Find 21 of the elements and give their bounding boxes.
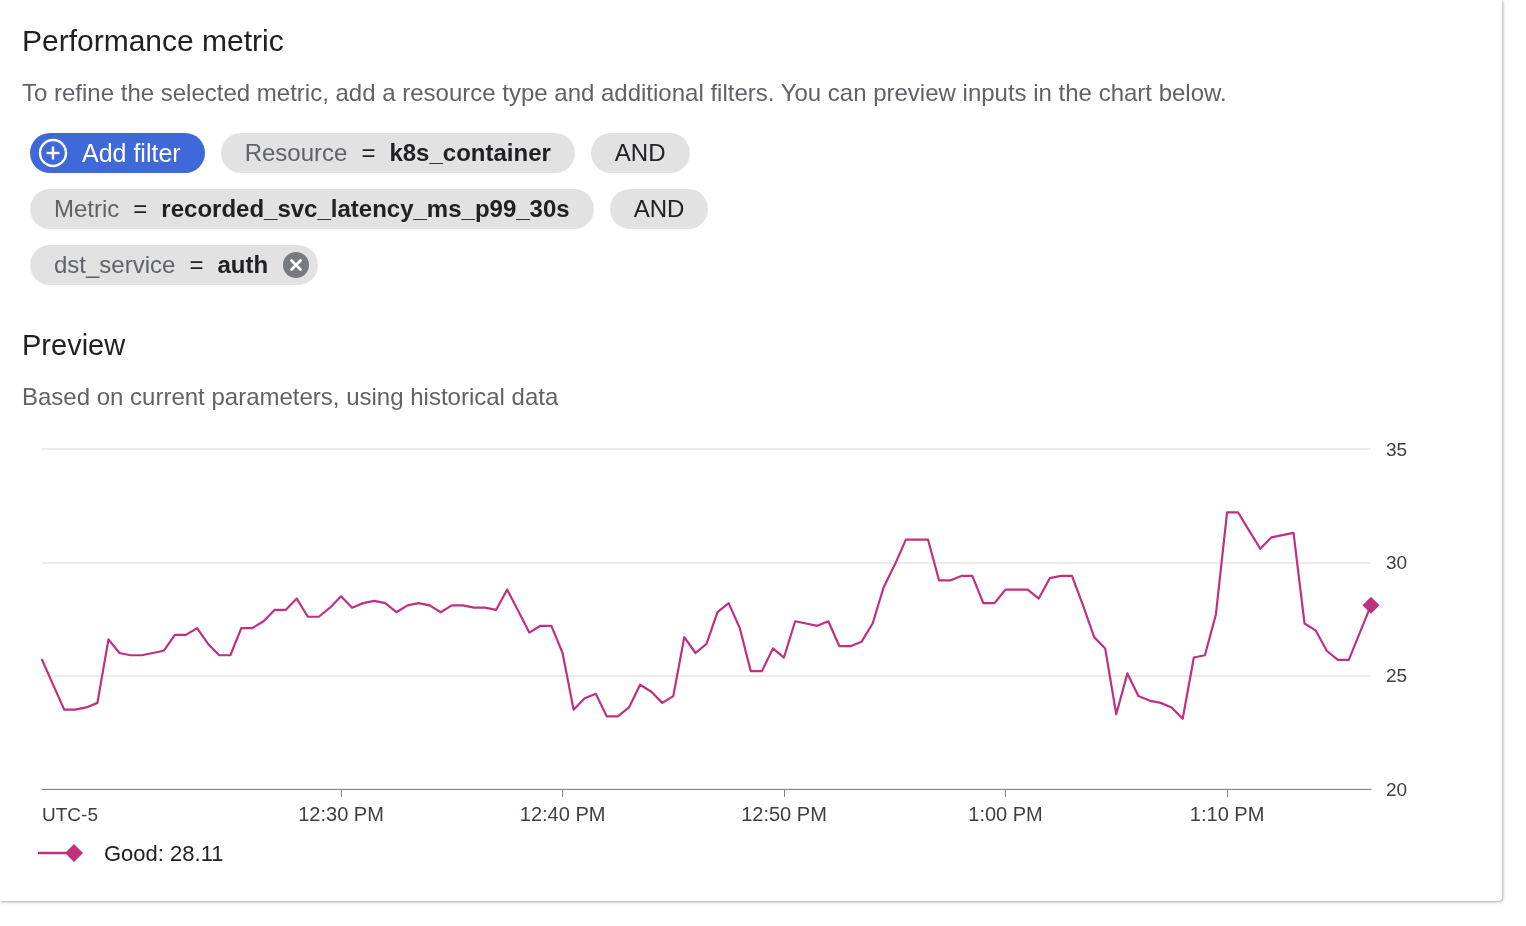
y-tick-label: 20 [1386, 778, 1408, 800]
add-filter-button: Add filter [30, 133, 205, 173]
text: Performance metric [22, 23, 284, 59]
chart-subtitle: Based on current parameters, using historical data [22, 382, 559, 412]
operator-chip: AND [590, 133, 690, 173]
y-tick-label: 30 [1386, 551, 1408, 573]
x-tick-label: 1:10 PM [1189, 803, 1265, 825]
chart-title: Preview [22, 328, 126, 363]
y-tick-label: 25 [1386, 665, 1408, 687]
filter-chip: dst_service = auth [30, 245, 319, 285]
filter-chip: Metric = recorded_svc_latency_ms_p99_30s [30, 189, 594, 229]
y-tick-label: 35 [1386, 438, 1408, 460]
x-tick-label: 12:30 PM [298, 803, 384, 825]
x-axis-title: UTC-5 [42, 804, 98, 825]
x-tick-label: 12:40 PM [519, 803, 606, 825]
filter-chip: Resource = k8s_container [220, 133, 575, 173]
operator-chip: AND [609, 189, 709, 229]
x-tick-label: 1:00 PM [968, 803, 1043, 825]
text: To refine the selected metric, add a resource type and additional filters. You can preview inputs in the chart below. [22, 78, 1227, 108]
x-tick-label: 12:50 PM [741, 803, 827, 825]
legend-label: Good: 28.11 [104, 840, 224, 866]
